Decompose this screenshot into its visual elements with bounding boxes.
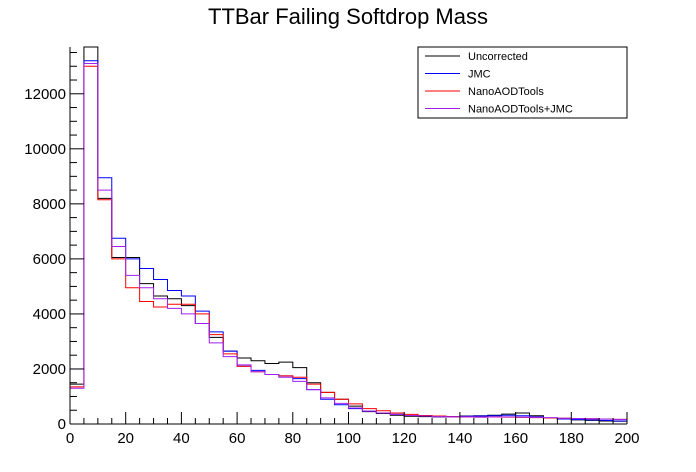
legend-label: Uncorrected	[468, 51, 528, 63]
y-tick-label: 8000	[33, 196, 66, 213]
axes-group: 0 20 40 60 80 100 120 140 160 180 2000200040006000…	[24, 47, 640, 447]
x-tick-label: 60	[229, 430, 246, 447]
x-tick-label: 20	[117, 430, 134, 447]
x-tick-label: 160	[503, 430, 528, 447]
y-tick-label: 6000	[33, 251, 66, 268]
x-tick-label: 0	[66, 430, 74, 447]
legend-label: JMC	[468, 69, 491, 81]
legend-label: NanoAODTools+JMC	[468, 104, 573, 116]
x-tick-label: 180	[559, 430, 584, 447]
y-tick-label: 12000	[24, 86, 66, 103]
series-line-nanoaodtools-jmc	[69, 63, 627, 424]
y-tick-label: 10000	[24, 141, 66, 158]
x-tick-label: 80	[284, 430, 301, 447]
y-tick-label: 2000	[33, 361, 66, 378]
x-tick-label: 100	[336, 430, 361, 447]
x-tick-label: 40	[173, 430, 190, 447]
x-tick-label: 120	[392, 430, 417, 447]
legend-label: NanoAODTools	[468, 86, 544, 98]
legend-box	[417, 46, 628, 119]
y-tick-label: 0	[58, 416, 66, 433]
chart-title: TTBar Failing Softdrop Mass	[208, 4, 488, 29]
x-tick-label: 140	[447, 430, 472, 447]
histogram-series-group	[69, 46, 627, 424]
legend: Uncorrected JMC NanoAODTools NanoAODTools+J…	[417, 46, 628, 119]
y-tick-label: 4000	[33, 306, 66, 323]
x-tick-label: 200	[614, 430, 639, 447]
